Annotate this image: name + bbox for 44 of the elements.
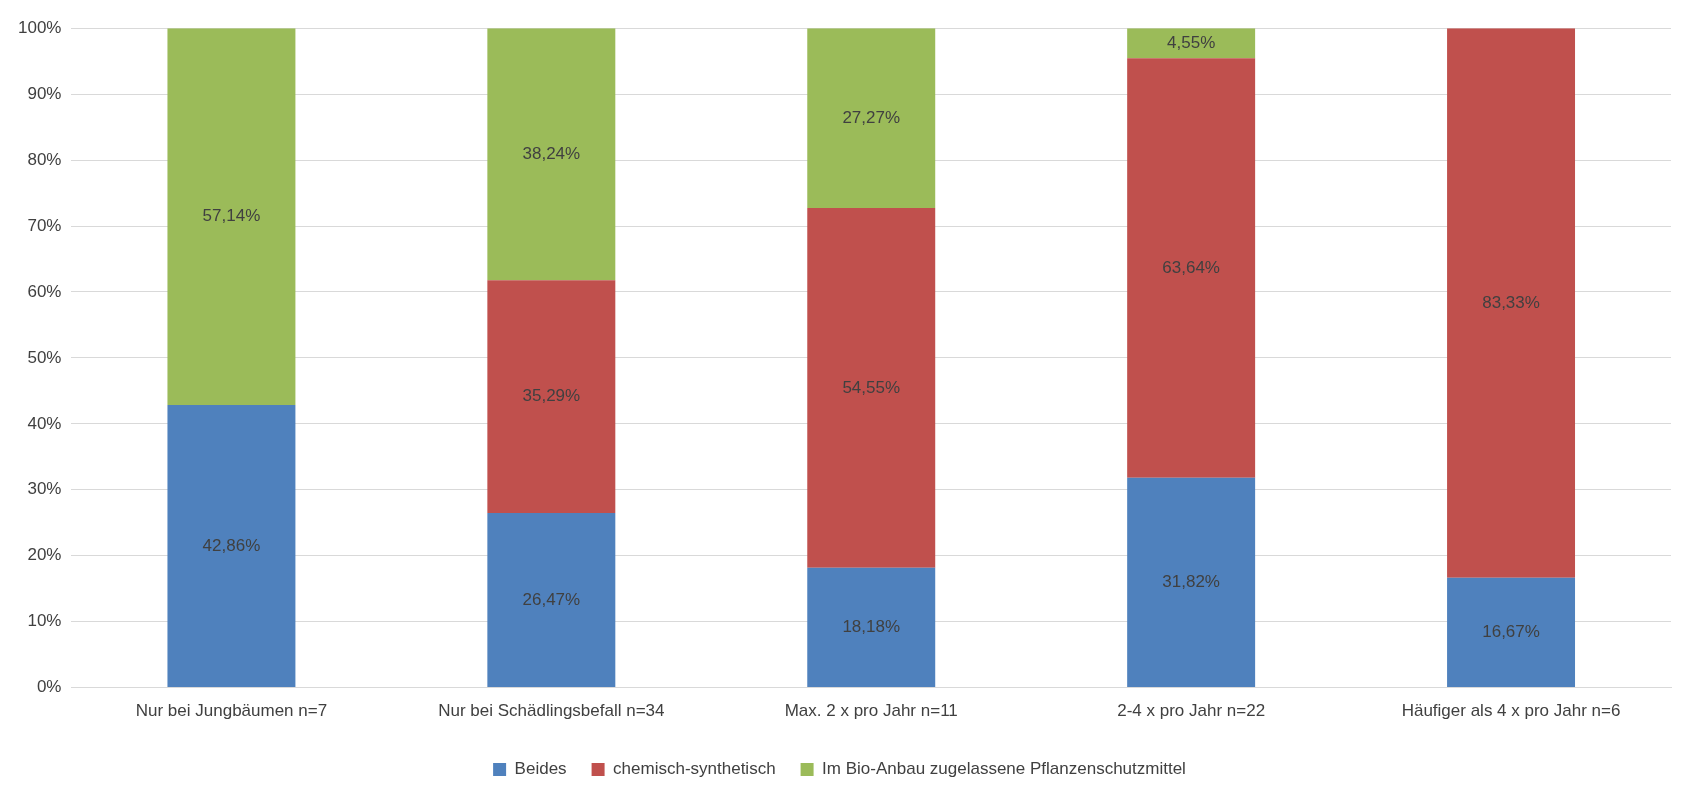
legend-label: Beides <box>514 759 567 779</box>
y-tick-label: 70% <box>27 215 62 235</box>
data-label: 16,67% <box>1482 622 1540 642</box>
x-tick-label: 2-4 x pro Jahr n=22 <box>1117 701 1266 721</box>
y-tick-label: 100% <box>18 17 62 37</box>
data-label: 38,24% <box>522 143 581 163</box>
x-tick-label: Häufiger als 4 x pro Jahr n=6 <box>1401 701 1621 721</box>
legend-label: chemisch-synthetisch <box>613 759 776 779</box>
data-label: 35,29% <box>522 386 581 406</box>
legend-label: Im Bio-Anbau zugelassene Pflanzenschutzmittel <box>822 759 1186 779</box>
y-tick-label: 50% <box>27 347 62 367</box>
data-label: 54,55% <box>842 377 901 397</box>
data-label: 63,64% <box>1162 257 1220 277</box>
data-label: 26,47% <box>522 589 581 609</box>
bar <box>487 28 616 281</box>
data-label: 18,18% <box>842 617 901 637</box>
x-tick-label: Nur bei Schädlingsbefall n=34 <box>438 701 665 721</box>
data-label: 57,14% <box>202 206 261 226</box>
x-tick-label: Nur bei Jungbäumen n=7 <box>135 701 328 721</box>
bar <box>807 208 936 568</box>
y-tick-label: 10% <box>27 611 62 631</box>
data-label: 31,82% <box>1162 572 1220 592</box>
bar <box>1127 58 1256 478</box>
bar <box>1127 477 1256 688</box>
y-tick-label: 30% <box>27 479 62 499</box>
y-tick-label: 60% <box>27 281 62 301</box>
bar <box>1447 577 1576 688</box>
data-label: 42,86% <box>202 535 261 555</box>
data-label: 83,33% <box>1482 292 1540 312</box>
y-tick-label: 80% <box>27 149 62 169</box>
y-tick-label: 20% <box>27 545 62 565</box>
y-tick-label: 40% <box>27 413 62 433</box>
bar <box>487 513 616 688</box>
bar <box>807 567 936 688</box>
x-tick-label: Max. 2 x pro Jahr n=11 <box>784 701 958 721</box>
y-tick-label: 90% <box>27 83 62 103</box>
data-label: 4,55% <box>1167 32 1216 52</box>
bar <box>167 404 296 688</box>
bar <box>807 28 936 209</box>
data-label: 27,27% <box>842 107 901 127</box>
bar <box>167 28 296 405</box>
y-tick-label: 0% <box>36 677 62 697</box>
bar <box>1447 28 1576 578</box>
bar <box>487 280 616 514</box>
